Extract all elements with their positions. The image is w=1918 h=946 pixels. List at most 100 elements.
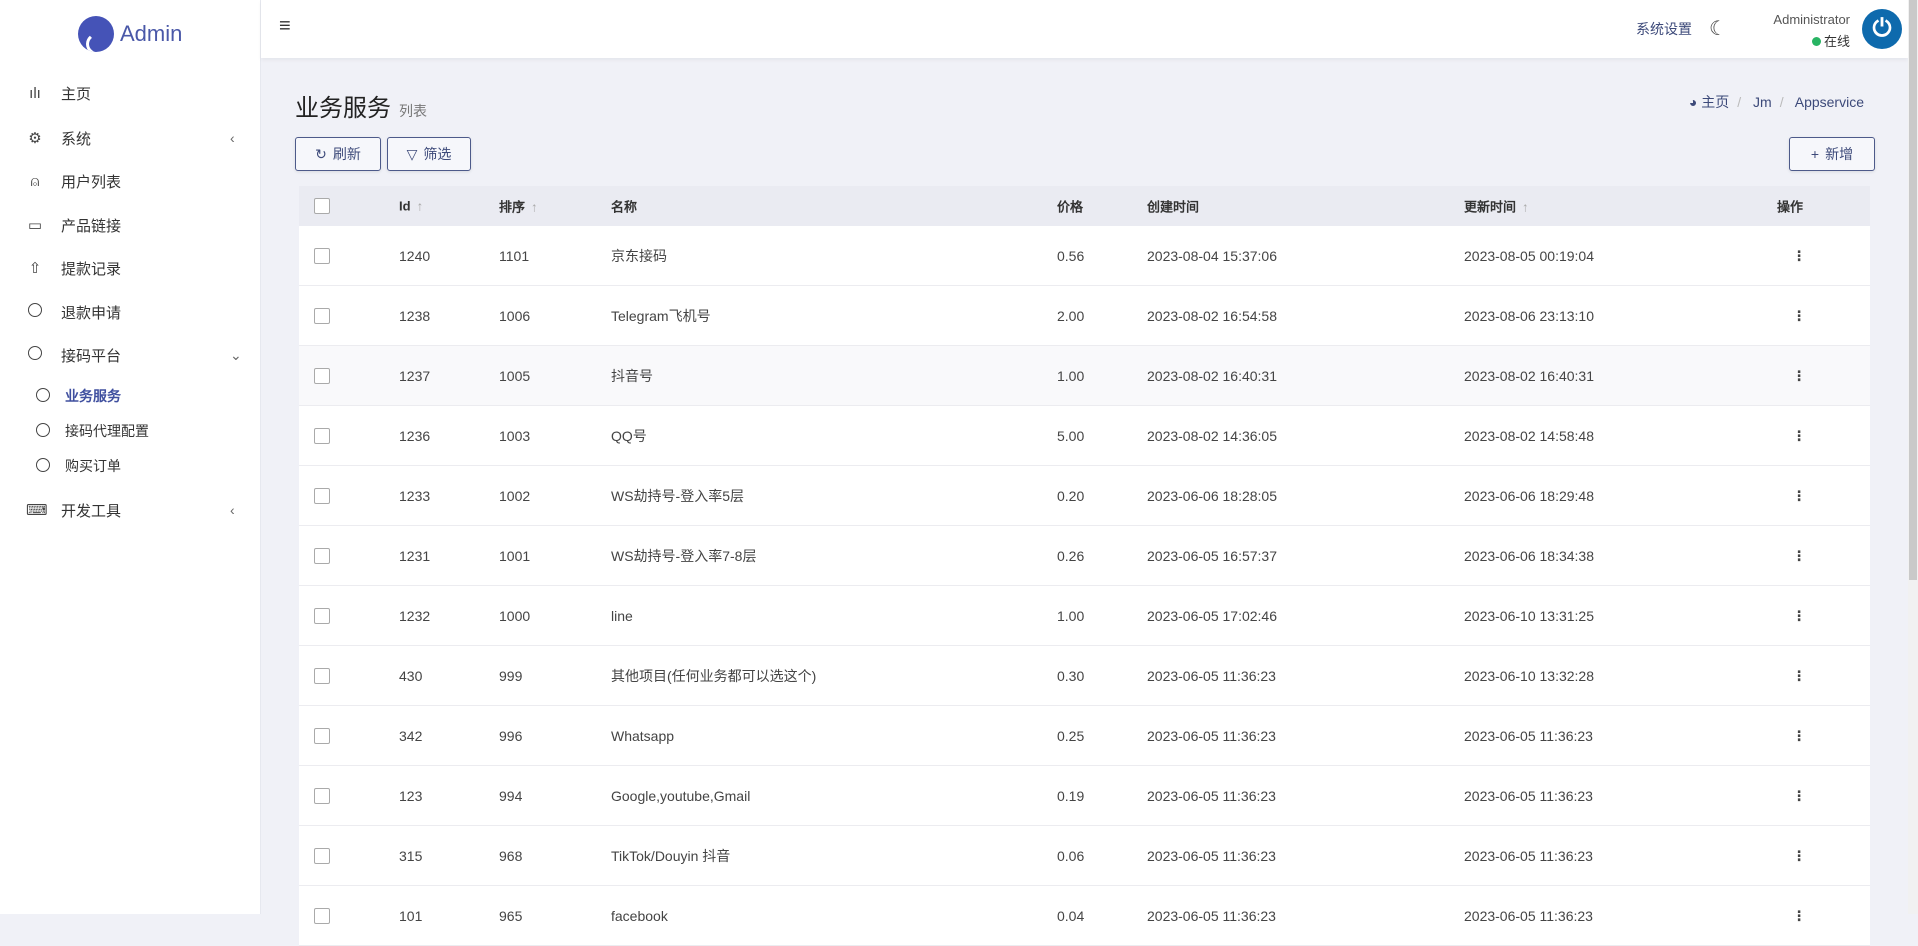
more-actions-icon[interactable]: ⋮ xyxy=(1792,727,1806,743)
cell-price: 1.00 xyxy=(1057,607,1085,624)
table-row[interactable]: 430 999 其他项目(任何业务都可以选这个) 0.30 2023-06-05 11:… xyxy=(299,646,1870,706)
row-checkbox[interactable] xyxy=(314,547,330,564)
chevron-left-icon[interactable]: ‹ xyxy=(230,502,235,518)
sidebar-item-4[interactable]: ⇧ 提款记录 xyxy=(0,248,261,288)
page-title: 业务服务 列表 xyxy=(295,88,427,123)
chevron-down-icon[interactable]: ⌄ xyxy=(230,346,242,363)
cell-sort: 996 xyxy=(499,727,523,744)
circle-icon xyxy=(34,422,52,440)
row-checkbox[interactable] xyxy=(314,487,330,504)
logo[interactable]: Admin xyxy=(78,16,182,52)
more-actions-icon[interactable]: ⋮ xyxy=(1792,367,1806,383)
sidebar-item-8[interactable]: 接码代理配置 xyxy=(0,411,261,451)
table-row[interactable]: 123 994 Google,youtube,Gmail 0.19 2023-06-05… xyxy=(299,766,1870,826)
add-button[interactable]: + 新增 xyxy=(1789,137,1875,171)
cell-created: 2023-08-02 16:54:58 xyxy=(1147,307,1277,324)
sidebar-item-3[interactable]: ▭ 产品链接 xyxy=(0,205,261,245)
row-checkbox[interactable] xyxy=(314,907,330,924)
page-scrollbar[interactable] xyxy=(1908,0,1918,914)
row-checkbox[interactable] xyxy=(314,667,330,684)
table-row[interactable]: 315 968 TikTok/Douyin 抖音 0.06 2023-06-05 11:… xyxy=(299,826,1870,886)
cell-name: line xyxy=(611,607,633,624)
col-id[interactable]: Id ↑ xyxy=(399,198,424,214)
cell-price: 0.56 xyxy=(1057,247,1085,264)
row-checkbox[interactable] xyxy=(314,307,330,324)
sidebar-item-label: 退款申请 xyxy=(61,304,122,322)
sidebar-item-7[interactable]: 业务服务 xyxy=(0,376,261,416)
circle-icon xyxy=(26,346,44,364)
cell-price: 0.30 xyxy=(1057,667,1085,684)
table-row[interactable]: 1233 1002 WS劫持号-登入率5层 0.20 2023-06-06 18:28:… xyxy=(299,466,1870,526)
table-row[interactable]: 1237 1005 抖音号 1.00 2023-08-02 16:40:31 2023-0… xyxy=(299,346,1870,406)
more-actions-icon[interactable]: ⋮ xyxy=(1792,247,1806,263)
app-name: Admin xyxy=(120,21,183,46)
sidebar-item-2[interactable]: ⍝ 用户列表 xyxy=(0,161,261,201)
more-actions-icon[interactable]: ⋮ xyxy=(1792,847,1806,863)
cell-id: 1233 xyxy=(399,487,431,504)
refresh-label: 刷新 xyxy=(332,146,361,162)
cell-sort: 965 xyxy=(499,907,523,924)
more-actions-icon[interactable]: ⋮ xyxy=(1792,487,1806,503)
row-checkbox[interactable] xyxy=(314,787,330,804)
row-checkbox[interactable] xyxy=(314,247,330,264)
filter-button[interactable]: ▽ 筛选 xyxy=(387,137,471,171)
col-name: 名称 xyxy=(611,199,638,215)
gear-icon: ⚙ xyxy=(28,130,42,147)
cell-updated: 2023-06-05 11:36:23 xyxy=(1464,847,1593,864)
cell-name: Telegram飞机号 xyxy=(611,307,711,324)
row-checkbox[interactable] xyxy=(314,847,330,864)
sidebar-item-10[interactable]: ⌨ 开发工具 ‹ xyxy=(0,490,261,530)
menu-toggle-icon[interactable]: ≡ xyxy=(279,15,291,37)
cell-created: 2023-06-06 18:28:05 xyxy=(1147,487,1277,504)
breadcrumb-jm[interactable]: Jm xyxy=(1753,94,1772,110)
table-row[interactable]: 1231 1001 WS劫持号-登入率7-8层 0.26 2023-06-05 16:5… xyxy=(299,526,1870,586)
row-checkbox[interactable] xyxy=(314,727,330,744)
system-settings-link[interactable]: 系统设置 xyxy=(1636,21,1692,37)
more-actions-icon[interactable]: ⋮ xyxy=(1792,547,1806,563)
more-actions-icon[interactable]: ⋮ xyxy=(1792,607,1806,623)
upload-icon: ⇧ xyxy=(28,260,42,277)
row-checkbox[interactable] xyxy=(314,607,330,624)
more-actions-icon[interactable]: ⋮ xyxy=(1792,907,1806,923)
user-info[interactable]: Administrator 在线 xyxy=(1773,12,1850,50)
col-sort[interactable]: 排序 ↑ xyxy=(499,199,538,215)
user-status: 在线 xyxy=(1823,34,1850,49)
avatar[interactable]: ⏻ xyxy=(1862,9,1902,49)
table-row[interactable]: 1236 1003 QQ号 5.00 2023-08-02 14:36:05 2023-0… xyxy=(299,406,1870,466)
table-row[interactable]: 1238 1006 Telegram飞机号 2.00 2023-08-02 16:54:… xyxy=(299,286,1870,346)
cell-name: Whatsapp xyxy=(611,727,675,744)
cell-id: 1237 xyxy=(399,367,431,384)
sidebar-item-1[interactable]: ⚙ 系统 ‹ xyxy=(0,118,261,158)
cell-sort: 1002 xyxy=(499,487,531,504)
table-row[interactable]: 1240 1101 京东接码 0.56 2023-08-04 15:37:06 2023-… xyxy=(299,226,1870,286)
col-created: 创建时间 xyxy=(1147,199,1200,215)
row-checkbox[interactable] xyxy=(314,367,330,384)
refresh-button[interactable]: ↻ 刷新 xyxy=(295,137,381,171)
sidebar: Admin ılı 主页 ⚙ 系统 ‹ ⍝ 用户列表 ▭ 产品链接 ⇧ 提款记录退款申请接码平台 ⌄ 业… xyxy=(0,0,261,914)
page-title-text: 业务服务 xyxy=(295,95,391,122)
sidebar-item-9[interactable]: 购买订单 xyxy=(0,446,261,486)
more-actions-icon[interactable]: ⋮ xyxy=(1792,787,1806,803)
scrollbar-thumb[interactable] xyxy=(1909,0,1917,580)
more-actions-icon[interactable]: ⋮ xyxy=(1792,427,1806,443)
more-actions-icon[interactable]: ⋮ xyxy=(1792,307,1806,323)
sidebar-item-6[interactable]: 接码平台 ⌄ xyxy=(0,335,261,375)
cell-sort: 994 xyxy=(499,787,523,804)
col-updated[interactable]: 更新时间 ↑ xyxy=(1464,199,1529,215)
more-actions-icon[interactable]: ⋮ xyxy=(1792,667,1806,683)
select-all-checkbox[interactable] xyxy=(314,198,330,214)
cell-created: 2023-06-05 17:02:46 xyxy=(1147,607,1277,624)
refresh-icon: ↻ xyxy=(315,145,327,162)
table-row[interactable]: 1232 1000 line 1.00 2023-06-05 17:02:46 2023-… xyxy=(299,586,1870,646)
table-row[interactable]: 342 996 Whatsapp 0.25 2023-06-05 11:36:23 202… xyxy=(299,706,1870,766)
breadcrumb-home[interactable]: 主页 xyxy=(1701,94,1730,110)
sidebar-item-0[interactable]: ılı 主页 xyxy=(0,73,261,113)
circle-icon xyxy=(26,303,44,321)
moon-icon[interactable]: ☾ xyxy=(1709,18,1727,40)
chevron-left-icon[interactable]: ‹ xyxy=(230,130,235,146)
sidebar-item-5[interactable]: 退款申请 xyxy=(0,292,261,332)
table-row[interactable]: 101 965 facebook 0.04 2023-06-05 11:36:23 202… xyxy=(299,886,1870,946)
cell-price: 0.20 xyxy=(1057,487,1085,504)
row-checkbox[interactable] xyxy=(314,427,330,444)
online-dot-icon xyxy=(1811,37,1821,46)
